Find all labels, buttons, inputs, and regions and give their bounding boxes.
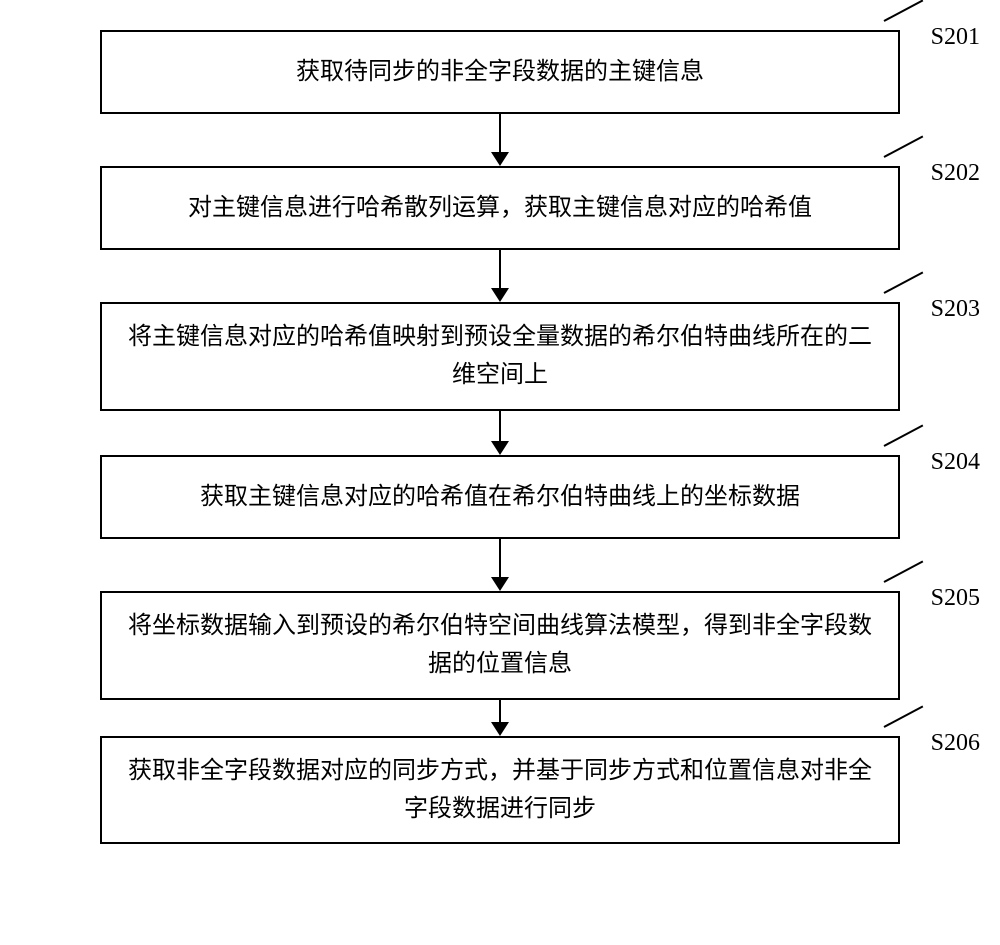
- arrow-shaft: [499, 700, 501, 722]
- arrow-down-icon: [100, 411, 900, 455]
- step-label: S202: [931, 160, 980, 187]
- arrow-shaft: [499, 411, 501, 441]
- step-label: S204: [931, 449, 980, 476]
- step-box: 获取主键信息对应的哈希值在希尔伯特曲线上的坐标数据: [100, 455, 900, 539]
- arrow-shaft: [499, 114, 501, 152]
- flowchart-step: 获取非全字段数据对应的同步方式，并基于同步方式和位置信息对非全字段数据进行同步S…: [50, 736, 950, 845]
- flowchart-step: 获取待同步的非全字段数据的主键信息S201: [50, 30, 950, 114]
- step-label: S205: [931, 585, 980, 612]
- flowchart-step: 获取主键信息对应的哈希值在希尔伯特曲线上的坐标数据S204: [50, 455, 950, 539]
- step-label: S203: [931, 296, 980, 323]
- step-box: 获取待同步的非全字段数据的主键信息: [100, 30, 900, 114]
- step-box: 将坐标数据输入到预设的希尔伯特空间曲线算法模型，得到非全字段数据的位置信息: [100, 591, 900, 700]
- arrow-head: [491, 441, 509, 455]
- arrow-down-icon: [100, 250, 900, 302]
- flowchart-step: 将主键信息对应的哈希值映射到预设全量数据的希尔伯特曲线所在的二维空间上S203: [50, 302, 950, 411]
- arrow-head: [491, 288, 509, 302]
- step-text: 将坐标数据输入到预设的希尔伯特空间曲线算法模型，得到非全字段数据的位置信息: [122, 607, 878, 684]
- arrow-head: [491, 577, 509, 591]
- step-text: 获取非全字段数据对应的同步方式，并基于同步方式和位置信息对非全字段数据进行同步: [122, 752, 878, 829]
- step-label: S206: [931, 730, 980, 757]
- step-label: S201: [931, 24, 980, 51]
- step-text: 将主键信息对应的哈希值映射到预设全量数据的希尔伯特曲线所在的二维空间上: [122, 318, 878, 395]
- arrow-down-icon: [100, 700, 900, 736]
- flowchart-step: 对主键信息进行哈希散列运算，获取主键信息对应的哈希值S202: [50, 166, 950, 250]
- label-connector: [884, 0, 924, 22]
- step-text: 获取待同步的非全字段数据的主键信息: [296, 53, 704, 91]
- flowchart-step: 将坐标数据输入到预设的希尔伯特空间曲线算法模型，得到非全字段数据的位置信息S20…: [50, 591, 950, 700]
- arrow-down-icon: [100, 539, 900, 591]
- step-box: 对主键信息进行哈希散列运算，获取主键信息对应的哈希值: [100, 166, 900, 250]
- step-box: 获取非全字段数据对应的同步方式，并基于同步方式和位置信息对非全字段数据进行同步: [100, 736, 900, 845]
- arrow-head: [491, 152, 509, 166]
- step-text: 获取主键信息对应的哈希值在希尔伯特曲线上的坐标数据: [200, 478, 800, 516]
- flowchart-container: 获取待同步的非全字段数据的主键信息S201 对主键信息进行哈希散列运算，获取主键信…: [50, 30, 950, 844]
- step-box: 将主键信息对应的哈希值映射到预设全量数据的希尔伯特曲线所在的二维空间上: [100, 302, 900, 411]
- arrow-shaft: [499, 250, 501, 288]
- arrow-head: [491, 722, 509, 736]
- arrow-down-icon: [100, 114, 900, 166]
- step-text: 对主键信息进行哈希散列运算，获取主键信息对应的哈希值: [188, 189, 812, 227]
- arrow-shaft: [499, 539, 501, 577]
